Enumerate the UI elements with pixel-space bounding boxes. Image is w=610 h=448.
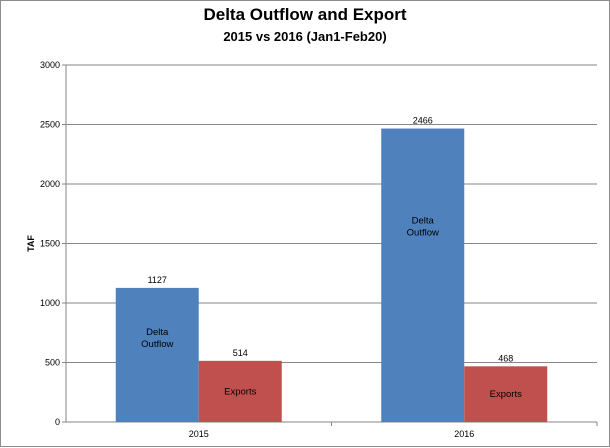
bar-inner-label: Outflow (141, 339, 173, 350)
bar-inner-label: Exports (490, 389, 522, 400)
bar (464, 366, 548, 422)
x-tick-label: 2015 (189, 429, 209, 439)
data-label: 1127 (148, 275, 167, 285)
data-label: 514 (233, 348, 248, 358)
bar-inner-label: Exports (224, 386, 256, 397)
y-tick-label: 3000 (40, 60, 60, 70)
y-tick-label: 1000 (40, 298, 60, 308)
y-tick-label: 2000 (40, 179, 60, 189)
y-tick-label: 2500 (40, 120, 60, 130)
bar (115, 287, 199, 422)
bar-inner-label: Delta (412, 216, 435, 227)
chart-title: Delta Outflow and Export (203, 5, 407, 24)
bar-inner-label: Delta (146, 327, 169, 338)
y-tick-label: 0 (55, 417, 60, 427)
y-axis-title: TAF (26, 235, 36, 252)
bar-inner-label: Outflow (407, 228, 439, 239)
chart-subtitle: 2015 vs 2016 (Jan1-Feb20) (223, 29, 387, 44)
bar (381, 128, 465, 422)
y-tick-label: 1500 (40, 239, 60, 249)
y-tick-label: 500 (45, 358, 60, 368)
bar (198, 360, 282, 422)
data-label: 2466 (413, 116, 433, 126)
data-label: 468 (498, 353, 513, 363)
x-tick-label: 2016 (454, 429, 474, 439)
